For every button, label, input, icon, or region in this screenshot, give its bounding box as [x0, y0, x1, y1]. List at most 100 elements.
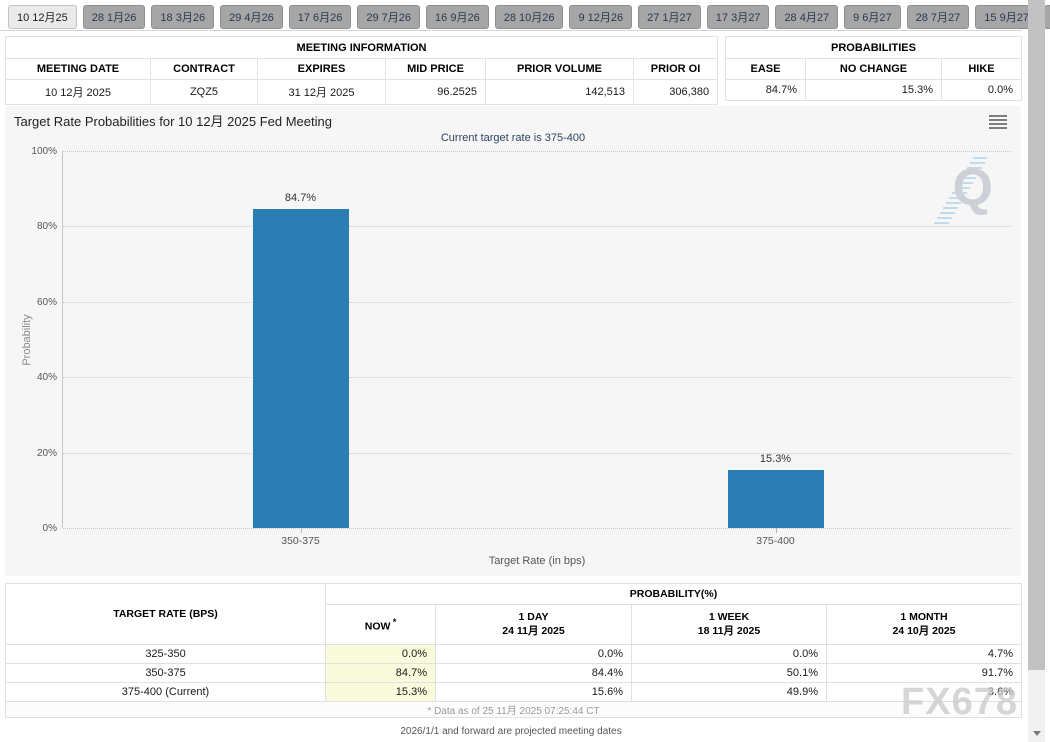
mi-vals-cell-2: 31 12月 2025 [257, 79, 386, 105]
gridline-40 [63, 377, 1012, 379]
chevron-down-icon [1032, 731, 1041, 736]
mi-vals-cell-4: 142,513 [485, 79, 634, 105]
meeting-tab-9[interactable]: 27 1月27 [638, 5, 701, 29]
x-tick-mark-0 [300, 528, 302, 533]
pr-vals-cell-1: 15.3% [805, 79, 942, 101]
meeting-tab-11[interactable]: 28 4月27 [775, 5, 839, 29]
mi-head-cell-1: CONTRACT [150, 58, 258, 80]
meeting-info-table: MEETING INFORMATION MEETING DATE CONTRACT… [4, 36, 719, 105]
history-col-header-3: 1 MONTH 24 10月 2025 [826, 604, 1022, 645]
mi-vals-cell-1: ZQZ5 [150, 79, 258, 105]
probabilities-caption: PROBABILITIES [725, 36, 1022, 59]
probability-pct-header: PROBABILITY(%) [325, 583, 1022, 605]
y-tick-label-40: 40% [36, 372, 57, 384]
gridline-20 [63, 452, 1012, 454]
meeting-tab-2[interactable]: 18 3月26 [151, 5, 215, 29]
plot-area: 0% 20% 40% 60% 80% 100% 84.7% 350-375 15.3% 375-4… [31, 146, 1012, 547]
history-val-1-0: 84.7% [325, 663, 436, 683]
history-rate-1: 350-375 [5, 663, 326, 683]
mi-vals-cell-3: 96.2525 [385, 79, 486, 105]
history-col-header-1: 1 DAY 24 11月 2025 [435, 604, 632, 645]
history-val-1-1: 84.4% [435, 663, 632, 683]
mi-head-cell-2: EXPIRES [257, 58, 386, 80]
chart-context-menu-icon[interactable] [989, 113, 1007, 131]
meeting-tab-4[interactable]: 17 6月26 [288, 5, 352, 29]
y-tick-label-60: 60% [36, 296, 57, 308]
y-tick-label-20: 20% [36, 447, 57, 459]
history-val-0-1: 0.0% [435, 644, 632, 664]
history-val-0-0: 0.0% [325, 644, 436, 664]
mi-head-cell-3: MID PRICE [385, 58, 486, 80]
meeting-tabstrip: 10 12月25 28 1月26 18 3月26 29 4月26 17 6月26 29 7… [0, 0, 1050, 31]
chart-subtitle: Current target rate is 375-400 [440, 132, 586, 144]
history-col-header-2: 1 WEEK 18 11月 2025 [631, 604, 827, 645]
projected-dates-note: 2026/1/1 and forward are projected meeti… [400, 726, 622, 737]
bar-value-label-0: 84.7% [284, 191, 317, 204]
history-rate-2: 375-400 (Current) [5, 682, 326, 702]
bar-375-400 [727, 470, 824, 528]
mi-head-cell-0: MEETING DATE [5, 58, 151, 80]
meeting-tabs: 10 12月25 28 1月26 18 3月26 29 4月26 17 6月26 29 7… [8, 5, 1050, 29]
pr-vals-cell-0: 84.7% [725, 79, 806, 101]
x-category-label-1: 375-400 [756, 535, 795, 547]
history-val-2-1: 15.6% [435, 682, 632, 702]
history-val-0-3: 4.7% [826, 644, 1022, 664]
x-tick-mark-1 [775, 528, 777, 533]
history-val-1-2: 50.1% [631, 663, 827, 683]
meeting-tab-1[interactable]: 28 1月26 [82, 5, 146, 29]
pr-vals-cell-2: 0.0% [941, 79, 1022, 101]
mi-vals-cell-5: 306,380 [632, 79, 719, 105]
probability-history-table: TARGET RATE (BPS) PROBABILITY(%) NOW * 1 … [5, 583, 1022, 718]
chart-title: Target Rate Probabilities for 10 12月 202… [14, 114, 332, 129]
vertical-scrollbar [1028, 0, 1045, 742]
history-subheader-row: NOW * 1 DAY 24 11月 2025 1 WEEK 18 11月 2025 1 … [6, 604, 1022, 645]
meeting-info-caption: MEETING INFORMATION [4, 36, 719, 59]
meeting-tab-5[interactable]: 29 7月26 [357, 5, 421, 29]
history-val-2-0: 15.3% [325, 682, 436, 702]
y-axis-title-wrap: Probability [19, 151, 35, 528]
x-axis-title: Target Rate (in bps) [488, 555, 586, 567]
meeting-tab-0[interactable]: 10 12月25 [8, 5, 77, 29]
meeting-tab-7[interactable]: 28 10月26 [494, 5, 564, 29]
history-val-1-3: 91.7% [826, 663, 1022, 683]
y-axis-title: Probability [21, 313, 33, 366]
history-group-header-row: TARGET RATE (BPS) PROBABILITY(%) [5, 583, 1022, 645]
history-rate-0: 325-350 [5, 644, 326, 664]
quikstrike-logo-icon: Q [929, 154, 999, 226]
meeting-tab-13[interactable]: 28 7月27 [906, 5, 970, 29]
probabilities-value-row: 84.7% 15.3% 0.0% [725, 79, 1022, 101]
mi-vals-cell-0: 10 12月 2025 [5, 79, 151, 105]
pr-head-cell-2: HIKE [941, 58, 1022, 80]
meeting-tab-12[interactable]: 9 6月27 [844, 5, 901, 29]
mi-head-cell-4: PRIOR VOLUME [485, 58, 634, 80]
history-row-2: 375-400 (Current) 15.3% 15.6% 49.9% 3.6% [5, 682, 1022, 702]
history-val-0-2: 0.0% [631, 644, 827, 664]
mi-head-cell-5: PRIOR OI [632, 58, 719, 80]
target-rate-chart: Target Rate Probabilities for 10 12月 202… [5, 106, 1021, 576]
history-row-0: 325-350 0.0% 0.0% 0.0% 4.7% [5, 644, 1022, 664]
meeting-tab-3[interactable]: 29 4月26 [220, 5, 283, 29]
y-tick-label-0: 0% [42, 523, 57, 534]
probabilities-header-row: EASE NO CHANGE HIKE [725, 58, 1022, 80]
history-val-2-2: 49.9% [631, 682, 827, 702]
pr-head-cell-1: NO CHANGE [805, 58, 942, 80]
meeting-tab-8[interactable]: 9 12月26 [569, 5, 633, 29]
meeting-tab-6[interactable]: 16 9月26 [426, 5, 489, 29]
bar-350-375 [252, 208, 349, 528]
scrollbar-thumb[interactable] [1028, 0, 1045, 670]
meeting-info-value-row: 10 12月 2025 ZQZ5 31 12月 2025 96.2525 142,513… [5, 79, 719, 105]
history-table-body: 325-350 0.0% 0.0% 0.0% 4.7% 350-375 84.7% 84.4%… [5, 644, 1022, 702]
meeting-tab-10[interactable]: 17 3月27 [706, 5, 770, 29]
gridline-0 [63, 528, 1012, 529]
probabilities-table: PROBABILITIES EASE NO CHANGE HIKE 84.7% 15.… [725, 36, 1022, 101]
bar-value-label-1: 15.3% [759, 453, 792, 466]
meeting-tab-14[interactable]: 15 9月27 [975, 5, 1038, 29]
gridline-60 [63, 301, 1012, 303]
gridline-100 [63, 151, 1012, 152]
history-row-1: 350-375 84.7% 84.4% 50.1% 91.7% [5, 663, 1022, 683]
data-as-of-footnote: * Data as of 25 11月 2025 07:25:44 CT [5, 701, 1022, 718]
scrollbar-down-button[interactable] [1028, 725, 1045, 742]
target-rate-bps-header: TARGET RATE (BPS) [5, 583, 326, 645]
history-val-2-3: 3.6% [826, 682, 1022, 702]
